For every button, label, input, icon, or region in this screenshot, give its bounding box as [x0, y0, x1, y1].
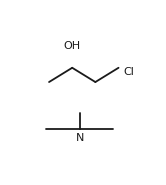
Text: OH: OH — [64, 41, 81, 51]
Text: N: N — [76, 133, 84, 143]
Text: Cl: Cl — [124, 67, 135, 77]
